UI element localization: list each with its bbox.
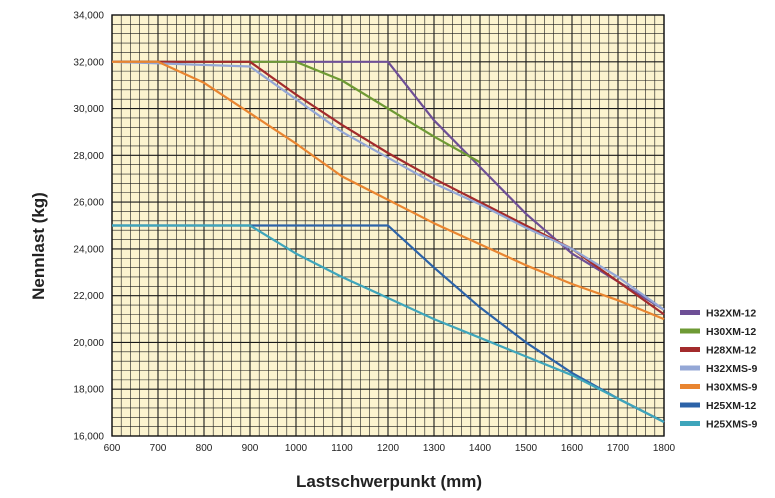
- x-axis-ticks: 600 700 800 900 1000 1100 1200 1300 1400 1500 1600…: [104, 443, 676, 454]
- x-tick-label: 1400: [469, 443, 492, 454]
- series-line-h30xms-9: [112, 60, 665, 321]
- x-tick-label: 1000: [285, 443, 308, 454]
- y-tick-label: 16,000: [73, 432, 104, 443]
- x-tick-label: 1500: [515, 443, 538, 454]
- y-tick-label: 26,000: [73, 198, 104, 209]
- legend-label-h30xm-12: H30XM-12: [706, 326, 756, 338]
- series-layer: [111, 60, 665, 423]
- x-tick-label: 1800: [653, 443, 676, 454]
- x-tick-label: 1300: [423, 443, 446, 454]
- legend-swatch-h25xms-9: [680, 421, 700, 426]
- y-tick-label: 32,000: [73, 57, 104, 68]
- y-tick-label: 30,000: [73, 104, 104, 115]
- series-line-h25xms-9: [112, 224, 665, 423]
- series-line-h32xms-9: [111, 60, 665, 311]
- x-tick-label: 800: [196, 443, 213, 454]
- y-axis-title: Nennlast (kg): [29, 192, 48, 300]
- y-tick-label: 34,000: [73, 11, 104, 22]
- legend-swatch-h30xm-12: [680, 328, 700, 334]
- series-line-h30xm-12: [112, 60, 481, 164]
- legend-swatch-h32xm-12: [680, 310, 700, 315]
- legend-swatch-h32xms-9: [680, 365, 700, 371]
- x-tick-label: 1100: [331, 443, 353, 454]
- x-tick-label: 1200: [377, 443, 400, 454]
- legend-label-h25xms-9: H25XMS-9: [706, 419, 758, 431]
- y-tick-label: 18,000: [73, 385, 104, 396]
- legend-swatch-h30xms-9: [680, 384, 700, 389]
- legend-label-h30xms-9: H30XMS-9: [706, 382, 758, 394]
- x-tick-label: 1700: [607, 443, 630, 454]
- y-axis-ticks: 16,000 18,000 20,000 22,000 24,000 26,000 28,0…: [73, 11, 104, 443]
- legend: H32XM-12 H30XM-12 H28XM-12 H32XMS-9 H30XMS-9…: [680, 308, 758, 431]
- x-tick-label: 900: [242, 443, 259, 454]
- legend-swatch-h25xm-12: [680, 402, 700, 408]
- x-tick-label: 1600: [561, 443, 584, 454]
- x-axis-title: Lastschwerpunkt (mm): [296, 472, 482, 491]
- x-tick-label: 700: [150, 443, 167, 454]
- legend-label-h28xm-12: H28XM-12: [706, 345, 756, 357]
- series-line-h28xm-12: [112, 60, 665, 316]
- legend-swatch-h28xm-12: [680, 347, 700, 352]
- y-tick-label: 20,000: [73, 338, 104, 349]
- legend-label-h25xm-12: H25XM-12: [706, 400, 756, 412]
- y-tick-label: 24,000: [73, 244, 104, 255]
- x-tick-label: 600: [104, 443, 121, 454]
- y-tick-label: 28,000: [73, 151, 104, 162]
- y-tick-label: 22,000: [73, 291, 104, 302]
- legend-label-h32xms-9: H32XMS-9: [706, 363, 758, 375]
- legend-label-h32xm-12: H32XM-12: [706, 308, 756, 320]
